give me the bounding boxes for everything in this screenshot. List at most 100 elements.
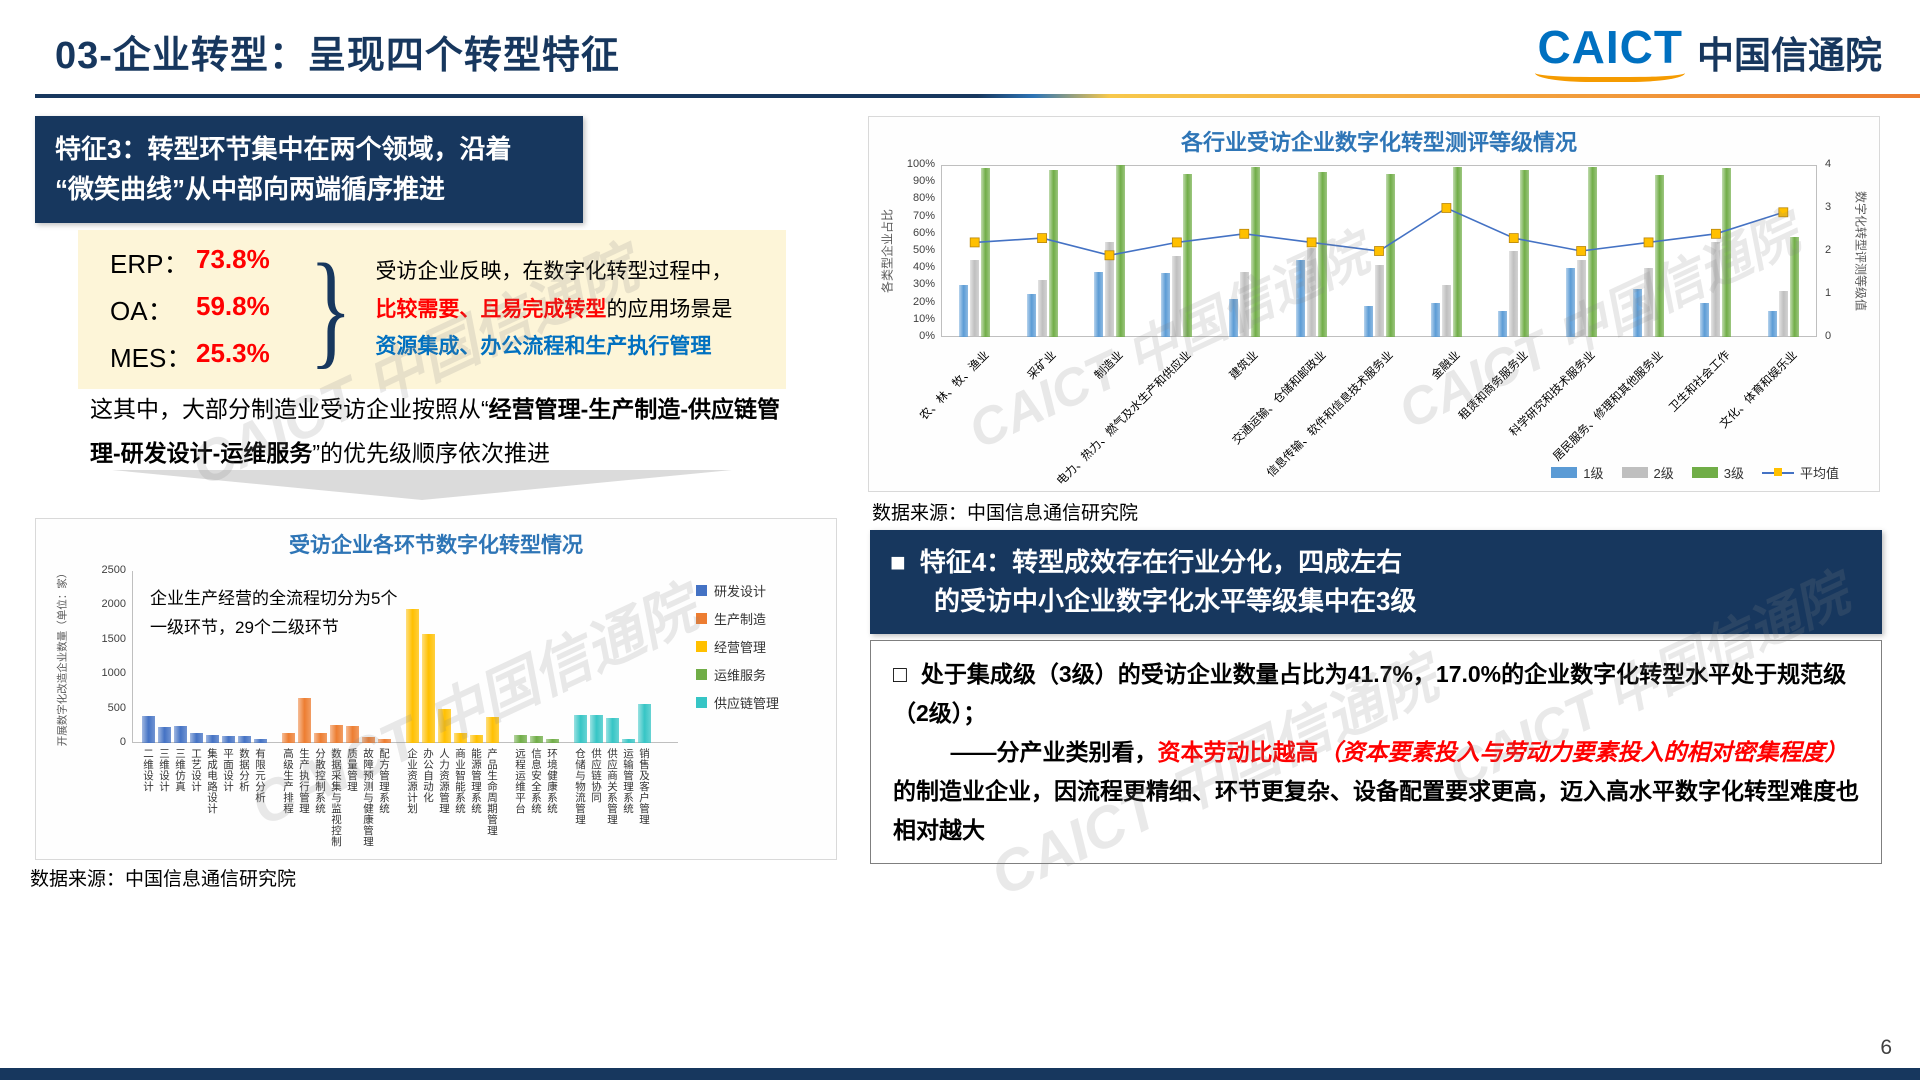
feature3-line2: “微笑曲线”从中部向两端循序推进 — [55, 174, 446, 205]
x-item-label: 人力资源管理 — [438, 748, 450, 814]
stat-value: 73.8% — [196, 244, 270, 274]
bar-研发设计 — [158, 726, 171, 743]
x-item-label: 有限元分析 — [254, 748, 266, 803]
process-chart: 受访企业各环节数字化转型情况 0 500 1000 1500 2000 2500 开展数字化改… — [35, 518, 837, 860]
plot-annotation: 企业生产经营的全流程切分为5个 一级环节，29个二级环节 — [150, 589, 398, 637]
legend-item-经营管理: 经营管理 — [696, 637, 779, 656]
bar-2级 — [1576, 259, 1586, 337]
x-item-label: 企业资源计划 — [406, 748, 418, 814]
desc-mid: 的应用场景是 — [606, 297, 733, 321]
bar-2级 — [970, 259, 980, 337]
feature4-detail-box: □ 处于集成级（3级）的受访企业数量占比为41.7%，17.0%的企业数字化转型水… — [870, 640, 1882, 864]
bar-生产制造 — [282, 732, 295, 743]
bar-生产制造 — [314, 732, 327, 743]
y-tick-left: 30% — [912, 278, 935, 291]
legend-item-生产制造: 生产制造 — [696, 609, 779, 628]
legend-line-swatch — [1761, 468, 1794, 476]
detail-p1-text: 处于集成级（3级）的受访企业数量占比为41.7%，17.0%的企业数字化转型水平… — [893, 661, 1847, 727]
bar-2级 — [1644, 268, 1654, 337]
y-tick: 1000 — [101, 667, 126, 680]
detail-p2-lead: ——分产业类别看， — [950, 739, 1158, 766]
bar-3级 — [1385, 173, 1395, 337]
square-bullet-icon: ■ — [890, 547, 906, 577]
bar-3级 — [1183, 173, 1193, 337]
y-tick-right: 3 — [1825, 201, 1832, 213]
y-tick-left: 70% — [912, 209, 935, 222]
legend-label: 研发设计 — [714, 584, 767, 599]
hollow-square-bullet-icon: □ — [893, 661, 907, 687]
bar-研发设计 — [254, 739, 267, 743]
page-number: 6 — [1880, 1036, 1892, 1059]
bar-1级 — [1161, 273, 1171, 337]
y-tick-right: 2 — [1825, 244, 1832, 256]
y-tick-left: 90% — [912, 175, 935, 188]
left-data-source: 数据来源：中国信息通信研究院 — [30, 869, 297, 890]
bar-3级 — [1250, 166, 1260, 337]
bar-1级 — [1093, 271, 1103, 337]
desc-red: 比较需要、且易完成转型 — [375, 297, 607, 321]
bar-研发设计 — [222, 736, 235, 743]
caict-logo: CAICT 中国信通院 — [1535, 20, 1882, 84]
x-item-label: 工艺设计 — [190, 748, 202, 792]
x-item-label: 运输管理系统 — [622, 748, 634, 814]
y-tick: 1500 — [101, 632, 126, 645]
bar-研发设计 — [238, 736, 251, 743]
legend-label: 平均值 — [1799, 466, 1839, 481]
x-item-label: 平面设计 — [222, 748, 234, 792]
x-item-label: 远程运维平台 — [514, 748, 526, 814]
bar-3级 — [1655, 175, 1665, 337]
x-item-label: 商业智能系统 — [454, 748, 466, 814]
legend-label: 生产制造 — [714, 612, 767, 627]
bar-1级 — [1498, 311, 1508, 337]
bar-生产制造 — [362, 736, 375, 743]
legend-swatch — [1621, 467, 1648, 478]
bar-2级 — [1037, 280, 1047, 337]
legend-label: 2级 — [1653, 466, 1674, 481]
feature4-box: ■ 特征4：转型成效存在行业分化，四成左右 的受访中小企业数字化水平等级集中在3级 — [870, 530, 1882, 634]
x-item-label: 分散控制系统 — [314, 748, 326, 814]
x-item-label: 数据采集与监视控制 — [330, 748, 342, 847]
legend-swatch — [696, 697, 707, 708]
bar-研发设计 — [190, 732, 203, 743]
y-tick: 500 — [107, 701, 126, 714]
caict-logo-en: CAICT — [1537, 21, 1683, 73]
bar-经营管理 — [486, 716, 499, 743]
legend-item-运维服务: 运维服务 — [696, 665, 779, 684]
legend-swatch — [696, 585, 707, 596]
legend-swatch — [696, 613, 707, 624]
x-item-label: 质量管理 — [346, 748, 358, 792]
bar-1级 — [1363, 306, 1373, 337]
bar-1级 — [1767, 311, 1777, 337]
y-tick: 2500 — [101, 564, 126, 576]
para-bold: 经营管理-生产制造-供应链管理-研发设计-运维服务 — [90, 396, 780, 466]
x-item-label: 生产执行管理 — [298, 748, 310, 814]
legend-line-marker — [1773, 468, 1782, 476]
bar-经营管理 — [438, 708, 451, 743]
stat-label: OA： — [110, 296, 174, 326]
bar-2级 — [1239, 271, 1249, 337]
stats-list: ERP： 73.8% OA： 59.8% MES： 25.3% — [96, 244, 296, 375]
detail-p2-red: 资本劳动比越高 — [1157, 739, 1319, 766]
feature3-box: 特征3：转型环节集中在两个领域，沿着 “微笑曲线”从中部向两端循序推进 — [35, 116, 583, 223]
y-tick-left: 60% — [912, 226, 935, 239]
down-triangle-pointer — [112, 470, 732, 500]
bar-1级 — [1430, 302, 1440, 337]
right-data-source: 数据来源：中国信息通信研究院 — [872, 503, 1139, 524]
bar-3级 — [1048, 170, 1058, 337]
y-tick-left: 100% — [906, 158, 935, 170]
x-item-label: 配方管理系统 — [378, 748, 390, 814]
para-tail: ”的优先级顺序依次推进 — [312, 439, 550, 466]
bar-生产制造 — [378, 738, 391, 743]
x-item-label: 集成电路设计 — [206, 748, 218, 814]
bar-研发设计 — [206, 735, 219, 743]
y-tick-left: 80% — [912, 192, 935, 205]
bar-2级 — [1104, 242, 1114, 337]
legend-swatch — [696, 669, 707, 680]
bar-生产制造 — [346, 726, 359, 743]
bar-2级 — [1711, 242, 1721, 337]
bar-2级 — [1509, 251, 1519, 337]
bar-3级 — [1115, 165, 1125, 337]
y-tick-left: 20% — [912, 295, 935, 308]
x-item-label: 数据分析 — [238, 748, 250, 792]
x-item-label: 供应商关系管理 — [606, 748, 618, 825]
